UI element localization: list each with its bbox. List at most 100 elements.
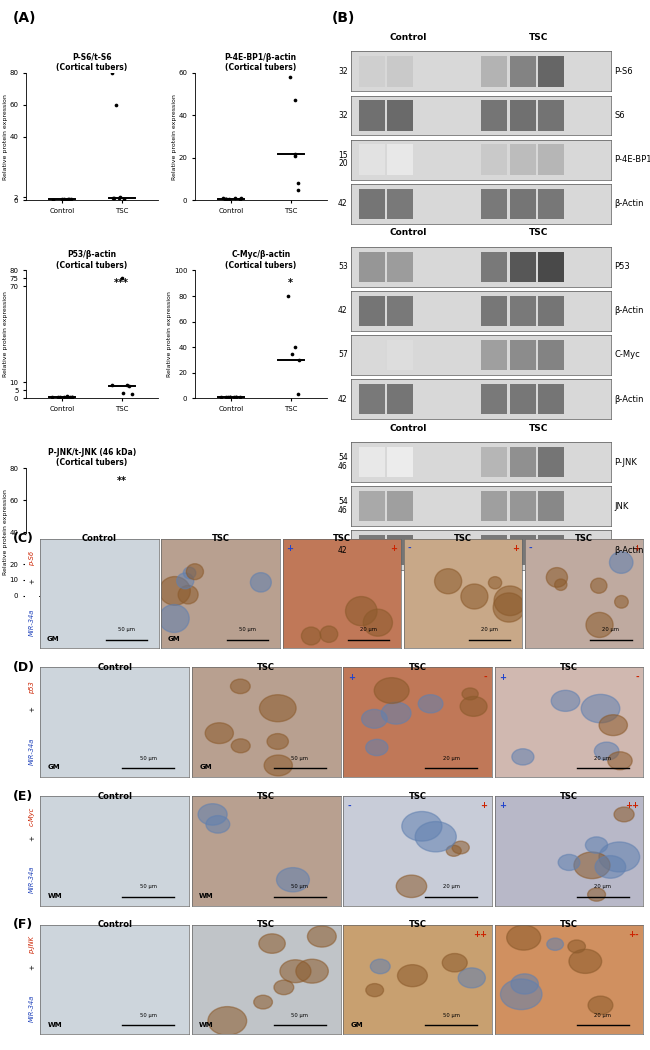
Text: +: + [480, 801, 488, 811]
Circle shape [402, 812, 442, 841]
Circle shape [178, 586, 198, 604]
Circle shape [435, 569, 462, 594]
Text: β-Actin: β-Actin [614, 307, 644, 315]
Text: 54
46: 54 46 [338, 454, 348, 470]
Text: 57: 57 [338, 351, 348, 359]
Text: (E): (E) [13, 790, 33, 802]
Circle shape [608, 752, 632, 770]
Bar [359, 101, 385, 130]
Point [117, 270, 127, 287]
Text: 42: 42 [338, 200, 348, 208]
Bar [538, 384, 564, 414]
Circle shape [614, 807, 634, 822]
Circle shape [574, 852, 610, 879]
Bar [359, 340, 385, 370]
Circle shape [276, 867, 309, 891]
Circle shape [595, 856, 626, 878]
Circle shape [254, 995, 272, 1009]
Text: P-S6: P-S6 [614, 67, 633, 76]
Bar [387, 145, 413, 174]
Point [107, 190, 118, 207]
Circle shape [586, 837, 608, 854]
Bar [387, 536, 413, 565]
Point [120, 582, 131, 598]
Circle shape [346, 596, 377, 626]
Circle shape [415, 821, 456, 852]
Point [219, 190, 229, 207]
Text: 42: 42 [338, 395, 348, 403]
Text: -: - [348, 801, 351, 811]
Circle shape [361, 710, 387, 729]
Point [236, 190, 246, 207]
Bar [387, 340, 413, 370]
Point [216, 388, 227, 405]
Bar [538, 536, 564, 565]
Text: (B): (B) [332, 10, 355, 24]
Point [111, 97, 122, 113]
Text: +: + [499, 673, 506, 681]
Point [114, 189, 125, 206]
Text: ++: ++ [474, 930, 488, 939]
Circle shape [264, 755, 292, 776]
Text: TSC: TSC [409, 792, 426, 801]
Text: ++: ++ [625, 801, 639, 811]
Text: TSC: TSC [257, 664, 275, 672]
Bar [510, 296, 536, 326]
Circle shape [296, 960, 328, 983]
Circle shape [259, 933, 285, 953]
Text: TSC: TSC [454, 534, 472, 544]
Text: TSC: TSC [528, 33, 548, 42]
Bar [387, 189, 413, 218]
Bar [359, 536, 385, 565]
Circle shape [599, 842, 640, 871]
Point [58, 586, 68, 603]
Text: +: + [391, 544, 398, 553]
Text: MIR-34a: MIR-34a [29, 994, 35, 1022]
Text: TSC: TSC [409, 664, 426, 672]
Bar [387, 101, 413, 130]
Text: TSC: TSC [257, 920, 275, 929]
Circle shape [558, 855, 580, 870]
Circle shape [159, 605, 189, 632]
Bar [510, 101, 536, 130]
Text: P-4E-BP1: P-4E-BP1 [614, 155, 650, 164]
Point [220, 190, 231, 207]
Text: 50 μm: 50 μm [118, 627, 135, 632]
Bar [387, 252, 413, 281]
Text: +: + [29, 964, 35, 970]
Bar [538, 296, 564, 326]
Bar [359, 57, 385, 86]
Y-axis label: Relative protein expression: Relative protein expression [3, 93, 8, 180]
Text: +: + [499, 801, 506, 811]
Text: β-Actin: β-Actin [614, 546, 644, 554]
Circle shape [259, 695, 296, 721]
Text: (D): (D) [13, 662, 35, 674]
Circle shape [208, 1007, 246, 1035]
Text: Control: Control [389, 423, 427, 433]
Bar [359, 252, 385, 281]
Point [287, 345, 297, 362]
Circle shape [187, 564, 203, 580]
Text: JNK: JNK [614, 502, 629, 510]
Point [293, 182, 304, 198]
Point [285, 68, 296, 85]
Point [122, 583, 132, 600]
Circle shape [591, 579, 607, 593]
Point [49, 587, 60, 604]
Title: C-Myc/β-actin
(Cortical tubers): C-Myc/β-actin (Cortical tubers) [225, 250, 296, 270]
Circle shape [547, 938, 564, 950]
Text: GM: GM [168, 636, 180, 642]
Bar [481, 101, 507, 130]
Bar [481, 57, 507, 86]
Bar [538, 252, 564, 281]
Point [57, 190, 67, 207]
Point [220, 190, 231, 207]
Text: Control: Control [98, 920, 132, 929]
Point [122, 377, 133, 394]
Circle shape [274, 980, 294, 994]
Circle shape [494, 586, 526, 615]
Point [229, 388, 239, 405]
Circle shape [512, 749, 534, 765]
Text: 50 μm: 50 μm [291, 1013, 308, 1017]
Point [218, 190, 228, 207]
